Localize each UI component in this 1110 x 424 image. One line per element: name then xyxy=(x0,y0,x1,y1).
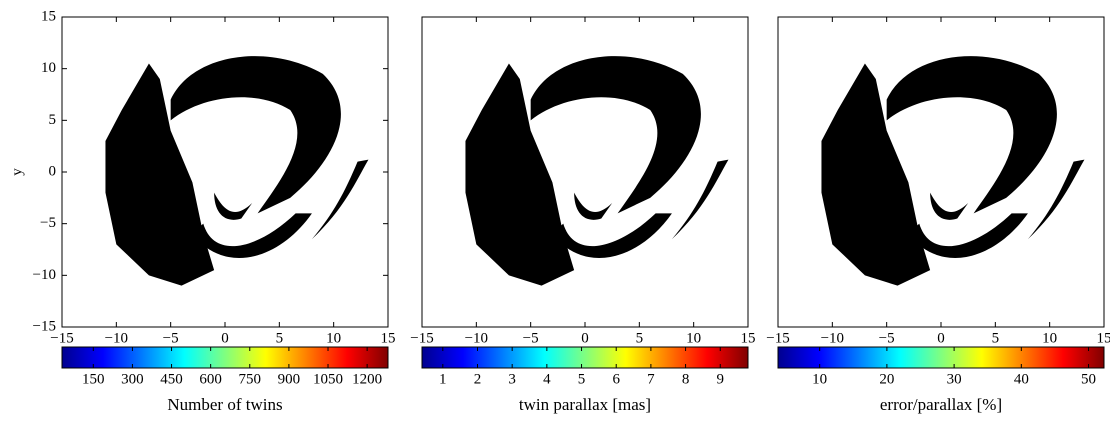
panel xyxy=(105,56,368,286)
y-tick-label: −5 xyxy=(40,215,56,231)
x-tick-label: −10 xyxy=(821,330,844,346)
x-tick-label: 15 xyxy=(741,330,756,346)
colorbar-tick-label: 150 xyxy=(82,371,105,387)
colorbar-tick-label: 3 xyxy=(508,371,516,387)
colorbar-tick-label: 1 xyxy=(439,371,447,387)
x-tick-label: −15 xyxy=(410,330,433,346)
colorbar-tick-label: 750 xyxy=(239,371,262,387)
x-tick-label: 0 xyxy=(937,330,945,346)
x-tick-label: −10 xyxy=(105,330,128,346)
colorbar-tick-label: 1050 xyxy=(313,371,343,387)
colorbar-tick-label: 40 xyxy=(1014,371,1029,387)
colorbar-tick-label: 900 xyxy=(278,371,301,387)
colorbar xyxy=(422,347,748,368)
colorbar-tick-label: 7 xyxy=(647,371,655,387)
colorbar xyxy=(62,347,388,368)
x-tick-label: 15 xyxy=(1097,330,1110,346)
y-axis-label: y xyxy=(9,168,25,176)
colorbar-tick-label: 1200 xyxy=(352,371,382,387)
y-tick-label: −10 xyxy=(33,267,56,283)
colorbar-tick-label: 5 xyxy=(578,371,586,387)
x-tick-label: −10 xyxy=(465,330,488,346)
colorbar-tick-label: 30 xyxy=(947,371,962,387)
x-tick-label: 10 xyxy=(686,330,701,346)
x-tick-label: −5 xyxy=(523,330,539,346)
x-tick-label: 0 xyxy=(581,330,589,346)
colorbar-tick-label: 450 xyxy=(160,371,183,387)
y-tick-label: 0 xyxy=(49,163,57,179)
x-tick-label: −15 xyxy=(766,330,789,346)
colorbar-tick-label: 2 xyxy=(474,371,482,387)
colorbar-tick-label: 9 xyxy=(717,371,725,387)
colorbar-tick-label: 6 xyxy=(612,371,620,387)
panel xyxy=(465,56,728,286)
x-tick-label: 10 xyxy=(1042,330,1057,346)
colorbar-label: twin parallax [mas] xyxy=(519,395,651,414)
x-tick-label: 5 xyxy=(636,330,644,346)
x-tick-label: −5 xyxy=(163,330,179,346)
x-tick-label: 10 xyxy=(326,330,341,346)
colorbar-tick-label: 8 xyxy=(682,371,690,387)
x-tick-label: 5 xyxy=(992,330,1000,346)
colorbar-label: Number of twins xyxy=(167,395,282,414)
y-tick-label: 10 xyxy=(41,60,56,76)
colorbar-label: error/parallax [%] xyxy=(880,395,1002,414)
x-tick-label: 0 xyxy=(221,330,229,346)
panel xyxy=(821,56,1084,286)
y-tick-label: 15 xyxy=(41,8,56,24)
x-tick-label: −5 xyxy=(879,330,895,346)
colorbar-tick-label: 20 xyxy=(879,371,894,387)
colorbar-tick-label: 50 xyxy=(1081,371,1096,387)
colorbar xyxy=(778,347,1104,368)
point-cloud xyxy=(105,56,368,286)
colorbar-tick-label: 10 xyxy=(812,371,827,387)
point-cloud xyxy=(821,56,1084,286)
point-cloud xyxy=(465,56,728,286)
x-tick-label: 5 xyxy=(276,330,284,346)
colorbar-tick-label: 300 xyxy=(121,371,144,387)
colorbar-tick-label: 4 xyxy=(543,371,551,387)
colorbar-tick-label: 600 xyxy=(199,371,222,387)
y-tick-label: 5 xyxy=(49,112,57,128)
x-tick-label: 15 xyxy=(381,330,396,346)
y-tick-label: −15 xyxy=(33,318,56,334)
